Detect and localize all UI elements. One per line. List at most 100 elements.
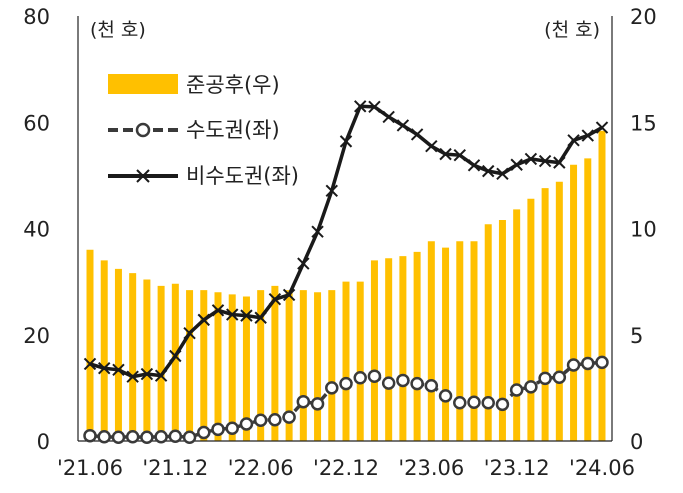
point-noncapital-'24.03 [553,156,566,169]
right-unit-label: (천 호) [544,19,600,41]
bar-'22.04 [228,294,236,441]
point-noncapital-'23.03 [382,110,395,124]
legend-label-bar-series: 준공후(우) [186,73,280,97]
point-capital-'23.11 [495,397,510,412]
point-noncapital-'21.11 [154,369,168,382]
bar-'22.08 [285,290,293,441]
right-tick-label: 0 [630,430,643,454]
point-noncapital-'22.06 [254,311,267,324]
point-capital-'24.05 [581,356,595,371]
legend-label-capital-series: 수도권(좌) [186,118,280,142]
bar-'23.11 [498,220,506,441]
bar-'22.05 [242,296,250,441]
point-noncapital-'22.02 [197,313,210,327]
bar-'23.05 [413,251,421,441]
bar-'24.01 [527,198,535,441]
point-noncapital-'22.07 [268,292,282,306]
point-capital-'21.08 [111,430,126,445]
bar-'24.05 [584,158,592,441]
bar-'23.12 [513,209,521,441]
point-noncapital-'23.08 [453,148,466,162]
point-noncapital-'24.06 [595,121,609,134]
point-noncapital-'22.03 [211,304,225,317]
point-noncapital-'21.06 [83,357,97,371]
bar-'21.11 [157,285,165,441]
point-capital-'22.01 [182,430,197,445]
x-tick-label: '21.12 [142,456,208,480]
point-capital-'22.06 [253,413,268,428]
bar-'23.09 [470,241,478,441]
point-capital-'22.11 [325,381,339,395]
bar-'22.09 [299,290,307,441]
x-tick-label: '22.06 [228,456,294,480]
point-noncapital-'22.10 [311,225,324,238]
point-noncapital-'23.07 [439,147,452,161]
line-series-layer [83,100,609,445]
bar-'21.08 [114,268,122,441]
point-capital-'24.06 [595,355,609,370]
bar-'24.04 [570,164,578,441]
point-capital-'23.05 [410,376,424,391]
point-capital-'21.09 [125,430,140,444]
legend: 준공후(우) 수도권(좌) 비수도권(좌) [108,73,299,188]
right-tick-label: 10 [630,218,657,242]
tick-labels-layer: 0 20 40 60 80 0 5 10 15 20 '21.06 '21.12 '22.06 '22.1… [23,5,656,480]
bar-'23.08 [456,241,464,441]
point-capital-'21.10 [140,430,154,445]
legend-bar-swatch [108,74,178,94]
bar-'23.02 [370,260,378,441]
left-tick-label: 0 [37,430,50,454]
point-noncapital-'22.11 [325,184,338,197]
point-capital-'21.12 [168,429,183,443]
x-tick-label: '23.12 [484,456,550,480]
left-tick-label: 20 [23,324,50,348]
left-tick-label: 80 [23,5,50,29]
point-noncapital-'21.07 [98,362,111,375]
point-capital-'21.06 [83,428,97,443]
point-capital-'23.02 [367,369,382,383]
bar-'23.03 [385,258,393,441]
left-unit-label: (천 호) [90,19,146,41]
point-capital-'22.02 [197,425,211,440]
bar-'23.07 [442,247,450,441]
x-tick-label: '21.06 [57,456,123,480]
bar-'24.06 [598,130,606,441]
legend-x-marker [136,169,150,183]
bar-'21.09 [129,273,137,441]
point-capital-'22.04 [225,421,239,435]
right-tick-label: 20 [630,5,657,29]
bar-'22.03 [214,292,222,441]
bar-'21.07 [100,260,108,441]
point-capital-'21.11 [154,430,168,444]
point-noncapital-'21.10 [140,367,154,381]
point-noncapital-'22.08 [282,288,296,302]
point-capital-'23.01 [353,371,367,385]
bar-'22.10 [314,292,322,441]
point-noncapital-'23.06 [425,139,438,153]
point-noncapital-'23.01 [354,100,367,113]
axes-layer [77,16,613,442]
bar-series-layer [86,130,606,441]
point-noncapital-'24.05 [581,129,594,142]
point-noncapital-'21.08 [112,363,125,377]
bar-'21.12 [171,283,179,441]
point-capital-'22.03 [211,422,225,437]
bar-'22.12 [342,281,350,441]
point-noncapital-'22.09 [297,257,310,270]
point-capital-'22.05 [239,417,254,431]
point-capital-'22.09 [296,394,311,409]
point-capital-'23.08 [453,396,467,410]
point-capital-'24.01 [524,380,538,394]
x-tick-label: '23.06 [398,456,464,480]
bar-'22.02 [200,290,208,441]
point-noncapital-'23.04 [396,119,410,132]
point-capital-'23.04 [396,373,410,388]
point-capital-'24.04 [566,358,581,372]
point-capital-'21.07 [97,430,111,444]
point-noncapital-'21.12 [169,349,182,363]
bar-'23.04 [399,256,407,441]
legend-circle-marker [135,122,151,138]
bar-'22.01 [186,290,194,441]
